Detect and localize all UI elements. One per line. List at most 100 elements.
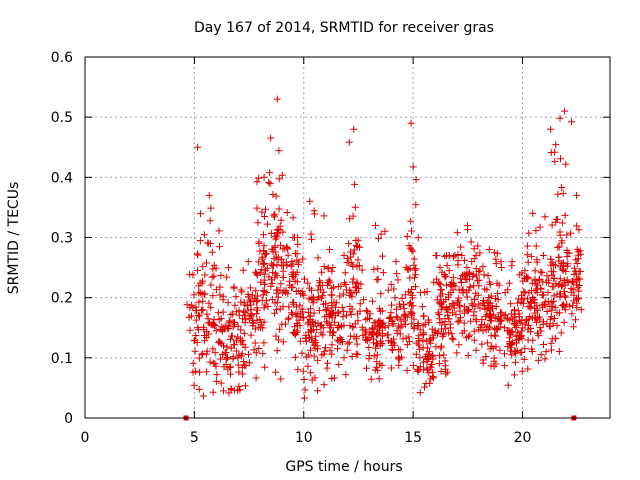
data-point [227,370,234,378]
data-point [533,285,540,293]
data-point [200,392,207,400]
data-point [496,346,504,354]
data-point [314,254,322,262]
data-point [196,237,204,245]
data-point [208,273,216,281]
data-point [340,251,348,259]
data-point [342,281,350,288]
data-point [484,298,492,306]
data-point [271,210,279,218]
data-point [242,362,250,369]
x-axis-title: GPS time / hours [285,459,402,475]
data-point [353,243,361,250]
data-point [351,284,359,292]
data-point [396,330,404,338]
data-point [548,221,556,229]
data-point [225,389,233,397]
data-point [437,286,445,293]
data-point [250,346,258,354]
data-point [321,313,329,321]
data-point [474,242,482,250]
data-point [446,320,454,328]
data-point [558,184,566,191]
data-point [521,320,529,328]
data-point [575,287,583,295]
data-point [409,163,417,171]
data-point [519,324,527,332]
data-point [557,329,565,337]
data-point [361,326,369,334]
data-point [346,215,354,223]
data-point [394,346,402,354]
data-point [547,149,555,156]
data-point [537,268,545,276]
data-point [237,326,245,334]
data-point [260,304,268,312]
data-point [186,270,194,278]
data-point [261,363,269,371]
data-point [397,315,405,323]
data-point [255,258,263,266]
data-point [529,209,537,217]
data-point [410,325,418,333]
data-point [327,324,335,332]
data-point [318,268,326,276]
data-point [505,279,513,287]
data-point [272,192,280,200]
data-point [468,300,476,308]
data-point [271,309,278,317]
data-point [212,286,220,294]
data-point [337,322,345,330]
data-point [449,309,457,317]
data-point [212,327,220,335]
data-point [296,301,304,309]
data-point [510,313,518,321]
data-point [195,298,203,306]
data-point [476,267,484,275]
data-point [190,337,198,345]
data-point [430,278,438,286]
data-point [354,310,362,318]
data-point [427,375,435,383]
data-point [548,346,555,354]
data-point [509,339,517,347]
data-point [183,300,191,308]
data-point [249,319,257,326]
data-point [575,295,582,303]
data-point [377,290,385,298]
data-point [407,289,415,297]
data-point [217,379,225,387]
data-point [273,272,281,279]
data-point [338,303,346,311]
data-point [320,263,328,270]
data-point [453,229,461,237]
data-point [403,367,411,374]
data-point [291,353,299,361]
data-point [451,252,459,259]
data-point [377,230,385,238]
data-point [523,273,531,281]
data-point [427,363,435,371]
data-point [309,322,317,330]
data-point [533,281,541,289]
y-tick-label: 0.2 [51,291,73,307]
data-point [511,371,518,379]
data-point [407,119,415,127]
data-point [434,309,442,317]
data-point [437,299,445,307]
data-point [310,352,318,360]
data-point [252,374,260,382]
data-point [261,301,269,309]
data-point [224,299,232,307]
data-point [494,290,501,298]
data-point [392,313,400,321]
data-point [306,197,314,205]
data-point [518,269,526,277]
data-point [456,307,464,315]
data-point [268,276,275,284]
data-point [225,324,233,332]
data-point [501,311,509,319]
data-point [449,286,457,294]
data-point [546,303,554,310]
